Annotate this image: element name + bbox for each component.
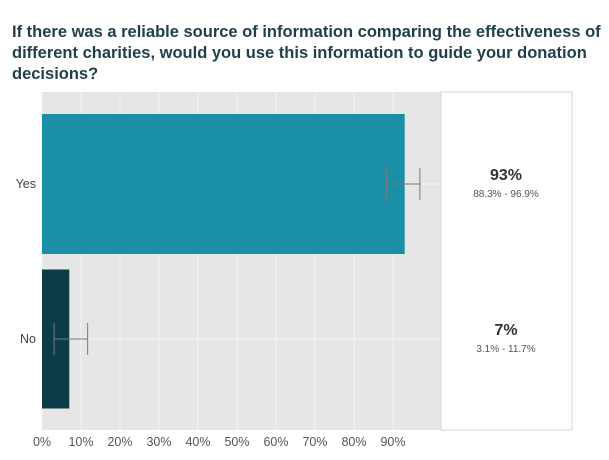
x-tick-label: 0% xyxy=(33,435,51,449)
x-tick-label: 60% xyxy=(263,435,288,449)
chart-title: If there was a reliable source of inform… xyxy=(12,23,601,83)
value-label-yes: 93% xyxy=(490,167,522,184)
value-label-no: 7% xyxy=(494,322,517,339)
x-tick-label: 80% xyxy=(341,435,366,449)
x-tick-label: 30% xyxy=(146,435,171,449)
ci-label-no: 3.1% - 11.7% xyxy=(476,344,535,355)
category-label-no: No xyxy=(20,332,36,346)
x-tick-label: 90% xyxy=(380,435,405,449)
label-panel xyxy=(440,91,573,431)
ci-label-yes: 88.3% - 96.9% xyxy=(473,189,539,200)
x-tick-label: 70% xyxy=(302,435,327,449)
bar-yes xyxy=(42,114,405,254)
x-tick-label: 40% xyxy=(185,435,210,449)
x-tick-label: 20% xyxy=(107,435,132,449)
x-tick-label: 50% xyxy=(224,435,249,449)
x-tick-label: 10% xyxy=(68,435,93,449)
category-label-yes: Yes xyxy=(16,177,36,191)
